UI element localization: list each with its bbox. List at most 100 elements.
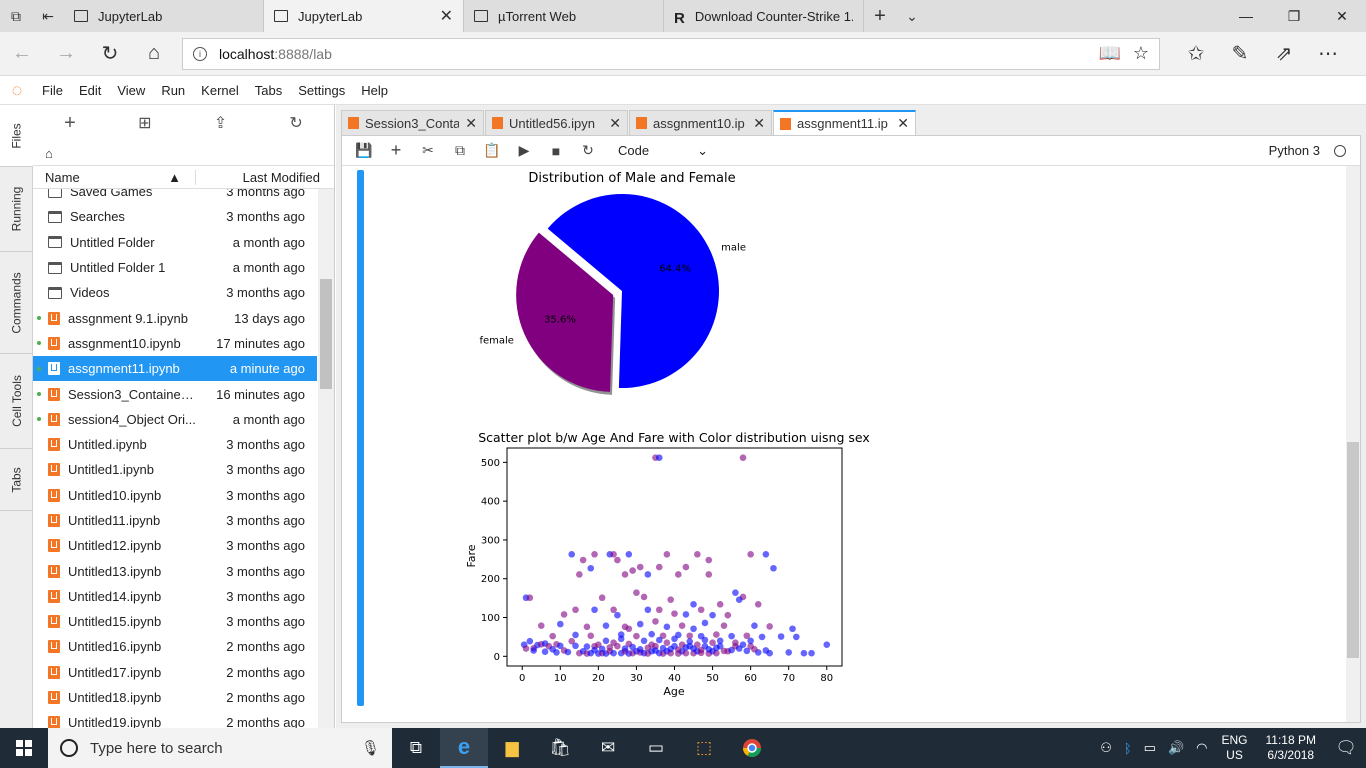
file-row[interactable]: session4_Object Ori... a month ago bbox=[33, 407, 317, 432]
bluetooth-icon[interactable]: ᛒ bbox=[1123, 740, 1132, 756]
action-center-icon[interactable]: 🗨 bbox=[1335, 738, 1357, 757]
mail-icon[interactable]: ✉ bbox=[600, 738, 616, 757]
refresh-files-icon[interactable]: ↻ bbox=[289, 115, 303, 132]
tab-running[interactable]: Running bbox=[0, 167, 33, 252]
browser-tab-active[interactable]: JupyterLab ✕ bbox=[264, 0, 464, 32]
info-icon[interactable]: i bbox=[193, 46, 207, 61]
scrollbar-thumb[interactable] bbox=[1347, 442, 1359, 658]
file-row[interactable]: Untitled16.ipynb 2 months ago bbox=[33, 634, 317, 659]
browser-tab[interactable]: JupyterLab bbox=[64, 0, 264, 32]
file-row[interactable]: Untitled18.ipynb 2 months ago bbox=[33, 685, 317, 710]
save-icon[interactable]: 💾 bbox=[355, 142, 373, 158]
copy-icon[interactable]: ⧉ bbox=[455, 142, 465, 158]
people-icon[interactable]: ⚇ bbox=[1100, 740, 1112, 755]
restart-icon[interactable]: ↻ bbox=[582, 142, 594, 158]
file-row[interactable]: assgnment10.ipynb 17 minutes ago bbox=[33, 331, 317, 356]
web-note-icon[interactable]: ✎ bbox=[1231, 43, 1249, 65]
microphone-icon[interactable]: 🎙 bbox=[360, 740, 380, 757]
active-cell-indicator[interactable] bbox=[357, 170, 364, 706]
scrollbar-thumb[interactable] bbox=[320, 279, 332, 389]
edge-app-icon[interactable]: e bbox=[440, 728, 488, 768]
notebook-tab[interactable]: Session3_Conta ✕ bbox=[341, 110, 484, 135]
menu-help[interactable]: Help bbox=[361, 83, 388, 98]
menu-view[interactable]: View bbox=[117, 83, 146, 98]
notebook-tab[interactable]: assgnment10.ip ✕ bbox=[629, 110, 772, 135]
volume-icon[interactable]: 🔊 bbox=[1167, 740, 1185, 755]
menu-run[interactable]: Run bbox=[161, 83, 186, 98]
task-view-icon[interactable]: ⧉ bbox=[409, 738, 423, 757]
menu-file[interactable]: File bbox=[42, 83, 63, 98]
chrome-app-icon[interactable] bbox=[728, 728, 776, 768]
file-list-scrollbar[interactable] bbox=[318, 189, 334, 728]
reading-view-icon[interactable]: 📖 bbox=[1098, 43, 1121, 63]
notebook-scrollbar[interactable] bbox=[1346, 166, 1360, 722]
close-icon[interactable]: ✕ bbox=[465, 114, 477, 131]
kernel-status[interactable]: Python 3 bbox=[1269, 143, 1346, 158]
url-field[interactable]: i localhost:8888/lab 📖 ☆ bbox=[182, 37, 1160, 70]
file-row[interactable]: Session3_Containers... 16 minutes ago bbox=[33, 381, 317, 406]
tab-list-icon[interactable]: ⌄ bbox=[906, 7, 918, 24]
file-row[interactable]: assgnment11.ipynb a minute ago bbox=[33, 356, 317, 382]
back-icon[interactable]: ← bbox=[12, 42, 32, 64]
notebook-tab-active[interactable]: assgnment11.ip ✕ bbox=[773, 110, 916, 135]
menu-kernel[interactable]: Kernel bbox=[201, 83, 239, 98]
battery-icon[interactable]: ▭ bbox=[1143, 740, 1156, 755]
file-row[interactable]: Untitled.ipynb 3 months ago bbox=[33, 432, 317, 457]
restore-icon[interactable]: ❐ bbox=[1287, 7, 1301, 24]
menu-edit[interactable]: Edit bbox=[78, 83, 102, 98]
upload-icon[interactable]: ⇪ bbox=[213, 115, 228, 132]
file-row[interactable]: Untitled12.ipynb 3 months ago bbox=[33, 533, 317, 558]
set-aside-tabs-icon[interactable]: ⇤ bbox=[42, 7, 54, 24]
file-row[interactable]: Untitled Folder 1 a month ago bbox=[33, 255, 317, 280]
minimize-icon[interactable]: — bbox=[1239, 8, 1253, 24]
file-row[interactable]: Untitled19.ipynb 2 months ago bbox=[33, 710, 317, 728]
file-row[interactable]: Searches 3 months ago bbox=[33, 204, 317, 229]
stop-icon[interactable]: ■ bbox=[551, 142, 561, 159]
home-icon[interactable]: ⌂ bbox=[147, 42, 161, 64]
wifi-icon[interactable]: ◠ bbox=[1196, 740, 1208, 755]
close-tab-icon[interactable]: ✕ bbox=[439, 8, 453, 25]
file-row[interactable]: Untitled15.ipynb 3 months ago bbox=[33, 609, 317, 634]
file-row[interactable]: Videos 3 months ago bbox=[33, 280, 317, 305]
file-row[interactable]: Untitled Folder a month ago bbox=[33, 230, 317, 255]
paste-icon[interactable]: 📋 bbox=[483, 142, 501, 158]
file-row[interactable]: Untitled14.ipynb 3 months ago bbox=[33, 584, 317, 609]
more-icon[interactable]: ⋯ bbox=[1318, 43, 1338, 65]
menu-tabs[interactable]: Tabs bbox=[254, 83, 283, 98]
browser-tab[interactable]: R Download Counter-Strike 1. bbox=[664, 0, 864, 32]
file-explorer-icon[interactable]: ▆ bbox=[505, 738, 519, 757]
tab-files[interactable]: Files bbox=[0, 105, 33, 167]
tab-preview-icon[interactable]: ⧉ bbox=[11, 7, 21, 24]
favorite-star-icon[interactable]: ☆ bbox=[1132, 43, 1149, 63]
new-launcher-icon[interactable]: + bbox=[64, 111, 76, 134]
cut-icon[interactable]: ✂ bbox=[422, 142, 434, 158]
file-row[interactable]: Saved Games 3 months ago bbox=[33, 189, 317, 204]
file-row[interactable]: assgnment 9.1.ipynb 13 days ago bbox=[33, 305, 317, 330]
close-icon[interactable]: ✕ bbox=[897, 115, 909, 131]
terminal-app-icon[interactable]: ▭ bbox=[647, 738, 665, 757]
column-modified-header[interactable]: Last Modified bbox=[242, 169, 320, 185]
forward-icon[interactable]: → bbox=[56, 42, 76, 64]
new-folder-icon[interactable]: ⊞ bbox=[138, 115, 152, 132]
browser-tab[interactable]: µTorrent Web bbox=[464, 0, 664, 32]
close-window-icon[interactable]: ✕ bbox=[1336, 7, 1348, 24]
file-row[interactable]: Untitled1.ipynb 3 months ago bbox=[33, 457, 317, 482]
run-icon[interactable]: ▶ bbox=[518, 142, 530, 158]
refresh-icon[interactable]: ↻ bbox=[101, 43, 119, 65]
tab-commands[interactable]: Commands bbox=[0, 252, 33, 354]
new-tab-icon[interactable]: + bbox=[874, 4, 886, 27]
notebook-tab[interactable]: Untitled56.ipyn ✕ bbox=[485, 110, 628, 135]
home-folder-icon[interactable]: ⌂ bbox=[45, 145, 53, 161]
favorites-hub-icon[interactable]: ✩ bbox=[1187, 43, 1205, 65]
menu-settings[interactable]: Settings bbox=[298, 83, 346, 98]
close-icon[interactable]: ✕ bbox=[753, 114, 765, 131]
tab-cell-tools[interactable]: Cell Tools bbox=[0, 354, 33, 449]
system-clock[interactable]: 11:18 PM 6/3/2018 bbox=[1265, 733, 1316, 762]
insert-cell-icon[interactable]: + bbox=[390, 140, 402, 160]
start-button[interactable] bbox=[0, 728, 48, 768]
file-row[interactable]: Untitled17.ipynb 2 months ago bbox=[33, 660, 317, 685]
taskbar-search[interactable]: Type here to search 🎙 bbox=[48, 728, 392, 768]
input-language[interactable]: ENG US bbox=[1221, 733, 1248, 762]
share-icon[interactable]: ⇗ bbox=[1275, 43, 1293, 65]
file-row[interactable]: Untitled10.ipynb 3 months ago bbox=[33, 483, 317, 508]
